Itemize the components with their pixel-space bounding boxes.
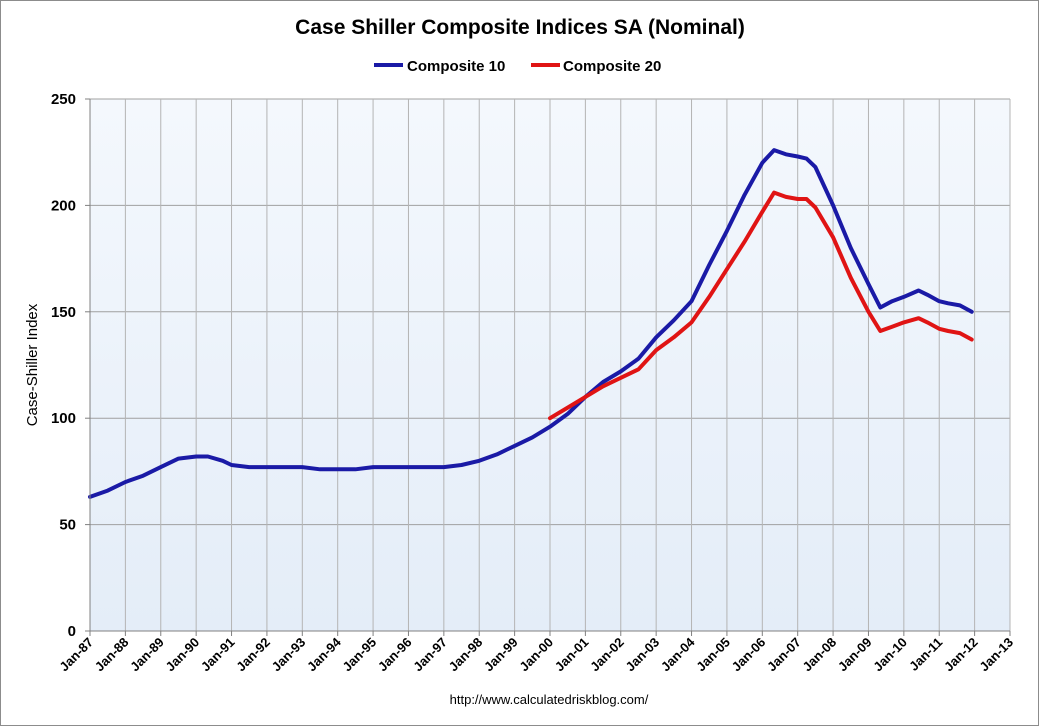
x-tick-label: Jan-12: [941, 635, 981, 675]
x-tick-label: Jan-01: [552, 635, 592, 675]
x-axis-ticks: Jan-87Jan-88Jan-89Jan-90Jan-91Jan-92Jan-…: [56, 631, 1016, 674]
y-tick-label: 0: [68, 623, 76, 640]
x-tick-label: Jan-94: [304, 634, 344, 674]
x-tick-label: Jan-95: [339, 635, 379, 675]
x-tick-label: Jan-08: [799, 635, 839, 675]
y-axis-ticks: 0 50 100 150 200 250: [51, 91, 90, 640]
x-tick-label: Jan-91: [198, 635, 238, 675]
x-tick-label: Jan-11: [906, 635, 945, 674]
x-tick-label: Jan-02: [587, 635, 627, 675]
y-tick-label: 50: [59, 517, 76, 534]
x-tick-label: Jan-96: [375, 635, 415, 675]
x-tick-label: Jan-04: [658, 634, 698, 674]
x-tick-label: Jan-10: [870, 635, 910, 675]
x-tick-label: Jan-97: [410, 635, 450, 675]
legend-label-composite-10: Composite 10: [407, 58, 505, 75]
y-axis-label: Case-Shiller Index: [24, 303, 41, 426]
source-url: http://www.calculatedriskblog.com/: [450, 692, 649, 707]
x-tick-label: Jan-13: [976, 635, 1016, 675]
x-tick-label: Jan-88: [92, 635, 132, 675]
x-tick-label: Jan-87: [56, 635, 96, 675]
y-tick-label: 200: [51, 197, 76, 214]
x-tick-label: Jan-00: [516, 635, 556, 675]
y-tick-label: 250: [51, 91, 76, 108]
x-tick-label: Jan-98: [446, 635, 486, 675]
series-lines: [88, 148, 974, 499]
x-tick-label: Jan-05: [693, 635, 733, 675]
x-tick-label: Jan-90: [163, 635, 203, 675]
x-tick-label: Jan-07: [764, 635, 804, 675]
gridlines: [90, 98, 1011, 631]
y-tick-label: 150: [51, 304, 76, 321]
x-tick-label: Jan-93: [269, 635, 309, 675]
y-tick-label: 100: [51, 410, 76, 427]
x-tick-label: Jan-99: [481, 635, 521, 675]
series-line-composite-20: [548, 190, 974, 421]
legend: Composite 10 Composite 20: [374, 58, 661, 75]
chart-title: Case Shiller Composite Indices SA (Nomin…: [295, 16, 745, 39]
x-tick-label: Jan-89: [127, 635, 167, 675]
x-tick-label: Jan-09: [835, 635, 875, 675]
x-tick-label: Jan-92: [233, 635, 273, 675]
x-tick-label: Jan-06: [729, 635, 769, 675]
x-tick-label: Jan-03: [623, 635, 663, 675]
legend-label-composite-20: Composite 20: [563, 58, 661, 75]
series-line-composite-10: [88, 148, 974, 499]
